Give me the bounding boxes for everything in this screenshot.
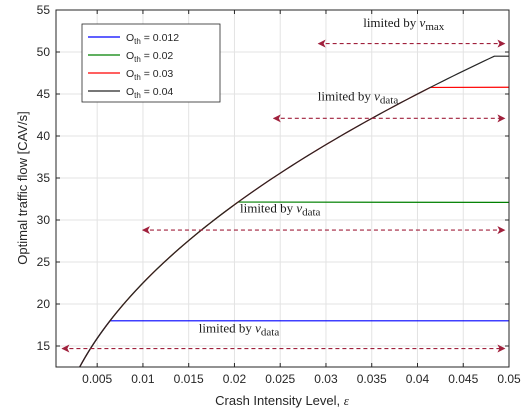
y-tick-label: 40 (37, 129, 51, 143)
annotation-label-4: limited by vdata (199, 321, 280, 339)
annotation-label-variable: v (420, 15, 426, 30)
x-tick-label: 0.025 (265, 372, 295, 386)
y-tick-label: 35 (37, 171, 51, 185)
annotation-label-text: limited by (318, 89, 374, 104)
x-tick-label: 0.04 (406, 372, 430, 386)
plot-frame (55, 9, 510, 368)
annotation-label-3: limited by vdata (240, 200, 321, 218)
legend-label-main: O (126, 68, 134, 80)
legend-label-subscript: th (134, 37, 141, 46)
legend-label-subscript: th (134, 55, 141, 64)
y-tick-label: 55 (37, 3, 51, 17)
x-tick-label: 0.05 (497, 372, 521, 386)
series-layer (79, 55, 510, 368)
legend-label-main: O (126, 50, 134, 62)
legend-label-value: = 0.04 (141, 86, 174, 98)
annotation-label-subscript: data (302, 206, 320, 218)
y-tick-label: 45 (37, 87, 51, 101)
x-axis-title-symbol: ε (344, 393, 350, 408)
legend-label-1: Oth = 0.012 (126, 32, 179, 46)
annotation-label-subscript: data (380, 95, 398, 107)
y-tick-label: 20 (37, 297, 51, 311)
x-tick-label: 0.015 (174, 372, 204, 386)
y-tick-label: 15 (37, 339, 51, 353)
x-axis-title-text: Crash Intensity Level, (215, 393, 344, 408)
legend-label-2: Oth = 0.02 (126, 50, 173, 64)
legend-label-value: = 0.03 (141, 68, 174, 80)
x-tick-label: 0.03 (314, 372, 338, 386)
legend-label-main: O (126, 32, 134, 44)
y-axis-title: Optimal traffic flow [CAV/s] (15, 111, 30, 264)
legend-label-value: = 0.02 (141, 50, 174, 62)
annotation-label-text: limited by (199, 321, 255, 336)
legend-label-subscript: th (134, 91, 141, 100)
annotation-label-subscript: max (425, 21, 444, 33)
annotation-label-text: limited by (240, 200, 296, 215)
annotation-label-2: limited by vdata (318, 89, 399, 107)
annotation-label-variable: v (374, 89, 380, 104)
annotation-label-variable: v (296, 200, 302, 215)
annotation-label-text: limited by (363, 15, 419, 30)
annotation-label-subscript: data (261, 327, 279, 339)
legend-label-subscript: th (134, 73, 141, 82)
legend-label-4: Oth = 0.04 (126, 86, 173, 100)
legend-label-value: = 0.012 (141, 32, 179, 44)
legend-label-3: Oth = 0.03 (126, 68, 173, 82)
x-tick-label: 0.01 (131, 372, 155, 386)
y-tick-label: 50 (37, 45, 51, 59)
x-tick-label: 0.02 (223, 372, 247, 386)
x-axis-title: Crash Intensity Level, ε (215, 393, 350, 408)
annotation-label-variable: v (255, 321, 261, 336)
x-tick-label: 0.005 (82, 372, 112, 386)
x-tick-label: 0.035 (357, 372, 387, 386)
y-tick-label: 30 (37, 213, 51, 227)
y-tick-label: 25 (37, 255, 51, 269)
series-line-4 (79, 55, 509, 368)
tick-layer: 0.005 0.01 0.015 0.02 0.025 0.03 0.035 0.04 0.04… (37, 3, 521, 386)
annotation-label-1: limited by vmax (363, 15, 445, 33)
x-tick-label: 0.045 (448, 372, 478, 386)
legend-label-main: O (126, 86, 134, 98)
